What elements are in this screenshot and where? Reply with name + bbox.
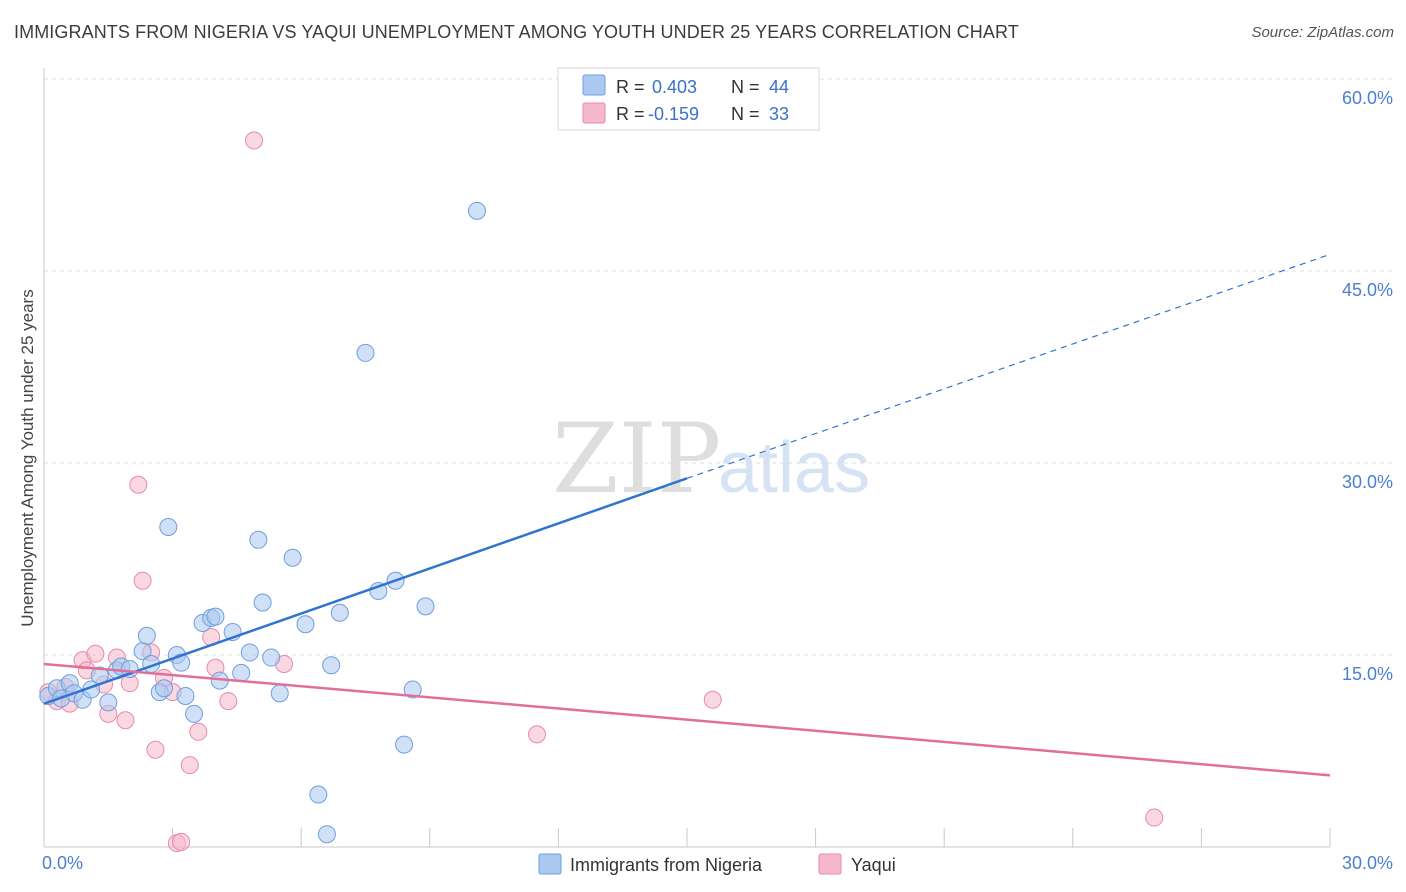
nigeria-point-20 [176, 686, 195, 705]
nigeria-point-29 [249, 530, 268, 549]
stats-blue-r-label: R = [616, 77, 645, 97]
nigeria-point-45 [467, 201, 486, 220]
stats-pink-r-label: R = [616, 104, 645, 124]
yaqui-point-13 [133, 571, 152, 590]
stats-blue-n-value: 44 [769, 77, 789, 97]
stats-blue-swatch [582, 74, 606, 96]
source-credit: Source: ZipAtlas.com [1251, 24, 1394, 41]
yaqui-point-21 [189, 722, 208, 741]
nigeria-point-31 [262, 648, 281, 667]
nigeria-point-16 [155, 679, 174, 698]
nigeria-point-17 [159, 518, 178, 536]
grid-lines [44, 78, 1395, 656]
nigeria-point-44 [416, 597, 435, 616]
legend-nigeria-swatch [538, 853, 562, 875]
legend: Immigrants from Nigeria Yaqui [538, 853, 896, 875]
yaqui-point-20 [180, 756, 199, 775]
nigeria-point-39 [356, 343, 375, 362]
nigeria-point-24 [206, 607, 225, 626]
x-tick-labels: 0.0% 30.0% [42, 853, 1393, 873]
nigeria-point-33 [283, 548, 302, 567]
nigeria-point-35 [309, 785, 328, 804]
nigeria-point-28 [240, 643, 259, 662]
y-tick-label-30: 30.0% [1342, 472, 1393, 492]
yaqui-point-19 [172, 832, 191, 851]
yaqui-point-25 [245, 131, 264, 150]
legend-yaqui-swatch [818, 853, 842, 875]
stats-box: R = 0.403 N = 44 R = -0.159 N = 33 [557, 67, 820, 131]
nigeria-point-34 [296, 615, 315, 634]
nigeria-point-36 [317, 825, 336, 844]
yaqui-point-28 [703, 690, 722, 709]
nigeria-point-30 [253, 593, 272, 612]
legend-yaqui-label: Yaqui [851, 855, 896, 875]
nigeria-points [39, 201, 486, 844]
y-tick-label-15: 15.0% [1342, 664, 1393, 684]
yaqui-point-6 [86, 644, 105, 663]
yaqui-point-12 [129, 475, 148, 494]
nigeria-point-43 [403, 680, 422, 699]
x-tick-label-max: 30.0% [1342, 853, 1393, 873]
nigeria-point-8 [99, 693, 118, 712]
nigeria-point-32 [270, 684, 289, 703]
stats-pink-swatch [582, 102, 606, 124]
nigeria-trend-line [43, 477, 688, 705]
x-tick-label-min: 0.0% [42, 853, 83, 873]
watermark-atlas: atlas [718, 428, 870, 508]
nigeria-point-21 [185, 704, 204, 723]
y-axis-label: Unemployment Among Youth under 25 years [18, 289, 37, 626]
chart-title: IMMIGRANTS FROM NIGERIA VS YAQUI UNEMPLO… [14, 22, 1019, 42]
nigeria-point-42 [395, 735, 414, 754]
stats-blue-n-label: N = [731, 77, 760, 97]
y-tick-label-45: 45.0% [1342, 280, 1393, 300]
trend-lines [43, 253, 1331, 777]
yaqui-point-10 [116, 711, 135, 730]
yaqui-point-27 [527, 725, 546, 744]
yaqui-point-24 [219, 692, 238, 711]
stats-pink-n-label: N = [731, 104, 760, 124]
yaqui-trend-line [43, 662, 1331, 777]
nigeria-point-27 [232, 663, 251, 682]
nigeria-point-13 [137, 626, 156, 645]
stats-blue-r-value: 0.403 [652, 77, 697, 97]
yaqui-point-29 [1145, 808, 1164, 827]
nigeria-point-38 [330, 603, 349, 622]
y-tick-labels: 15.0% 30.0% 45.0% 60.0% [1342, 88, 1393, 684]
axes [43, 68, 1331, 848]
nigeria-point-19 [172, 653, 191, 672]
legend-nigeria-label: Immigrants from Nigeria [570, 855, 763, 875]
nigeria-trend-extension [686, 253, 1331, 479]
stats-pink-n-value: 33 [769, 104, 789, 124]
stats-pink-r-value: -0.159 [648, 104, 699, 124]
nigeria-point-37 [322, 656, 341, 675]
yaqui-point-15 [146, 740, 165, 759]
y-tick-label-60: 60.0% [1342, 88, 1393, 108]
watermark-zip: ZIP [552, 403, 721, 515]
